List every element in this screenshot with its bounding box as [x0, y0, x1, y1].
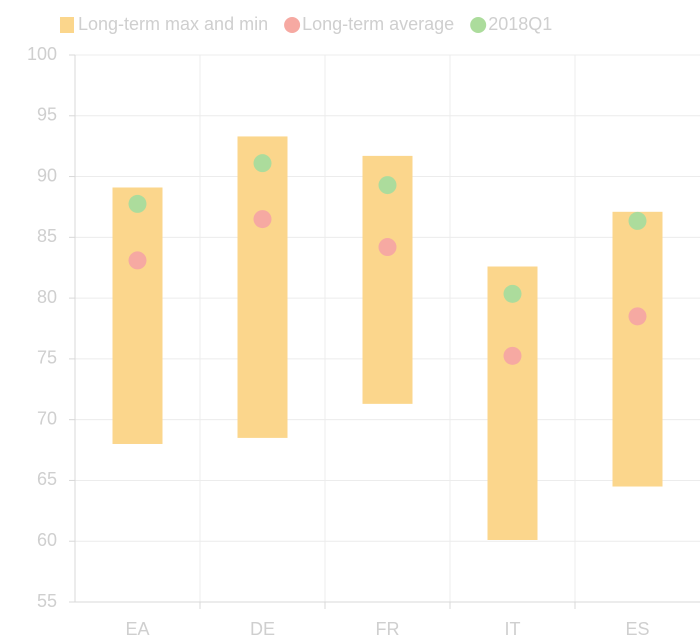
- y-tick-label: 80: [37, 287, 57, 307]
- y-tick-label: 70: [37, 408, 57, 428]
- dot: [503, 346, 522, 365]
- x-tick-label: ES: [625, 619, 649, 639]
- range-bar: [112, 187, 163, 444]
- dot: [253, 210, 272, 229]
- dot: [378, 176, 397, 195]
- dot: [253, 154, 272, 173]
- range-bar: [237, 136, 288, 438]
- dot: [628, 307, 647, 326]
- x-tick-label: DE: [250, 619, 275, 639]
- x-tick-label: FR: [376, 619, 400, 639]
- legend-marker: [470, 17, 487, 33]
- dot: [503, 284, 522, 303]
- x-tick-label: EA: [125, 619, 149, 639]
- legend-label: Long-term max and min: [78, 14, 268, 34]
- dot: [378, 238, 397, 257]
- dot: [128, 194, 147, 213]
- range-bar: [487, 266, 538, 541]
- y-tick-label: 100: [27, 44, 57, 64]
- legend-label: 2018Q1: [488, 14, 552, 34]
- y-tick-label: 75: [37, 348, 57, 368]
- y-tick-label: 95: [37, 105, 57, 125]
- y-tick-label: 85: [37, 226, 57, 246]
- range-bar: [612, 211, 663, 487]
- legend-marker: [60, 17, 74, 33]
- x-tick-label: IT: [505, 619, 521, 639]
- legend-label: Long-term average: [302, 14, 454, 34]
- y-tick-label: 65: [37, 469, 57, 489]
- dot: [628, 211, 647, 230]
- range-bar: [362, 155, 413, 404]
- dot: [128, 251, 147, 270]
- y-tick-label: 55: [37, 591, 57, 611]
- y-tick-label: 90: [37, 165, 57, 185]
- legend-marker: [284, 17, 301, 33]
- y-tick-label: 60: [37, 530, 57, 550]
